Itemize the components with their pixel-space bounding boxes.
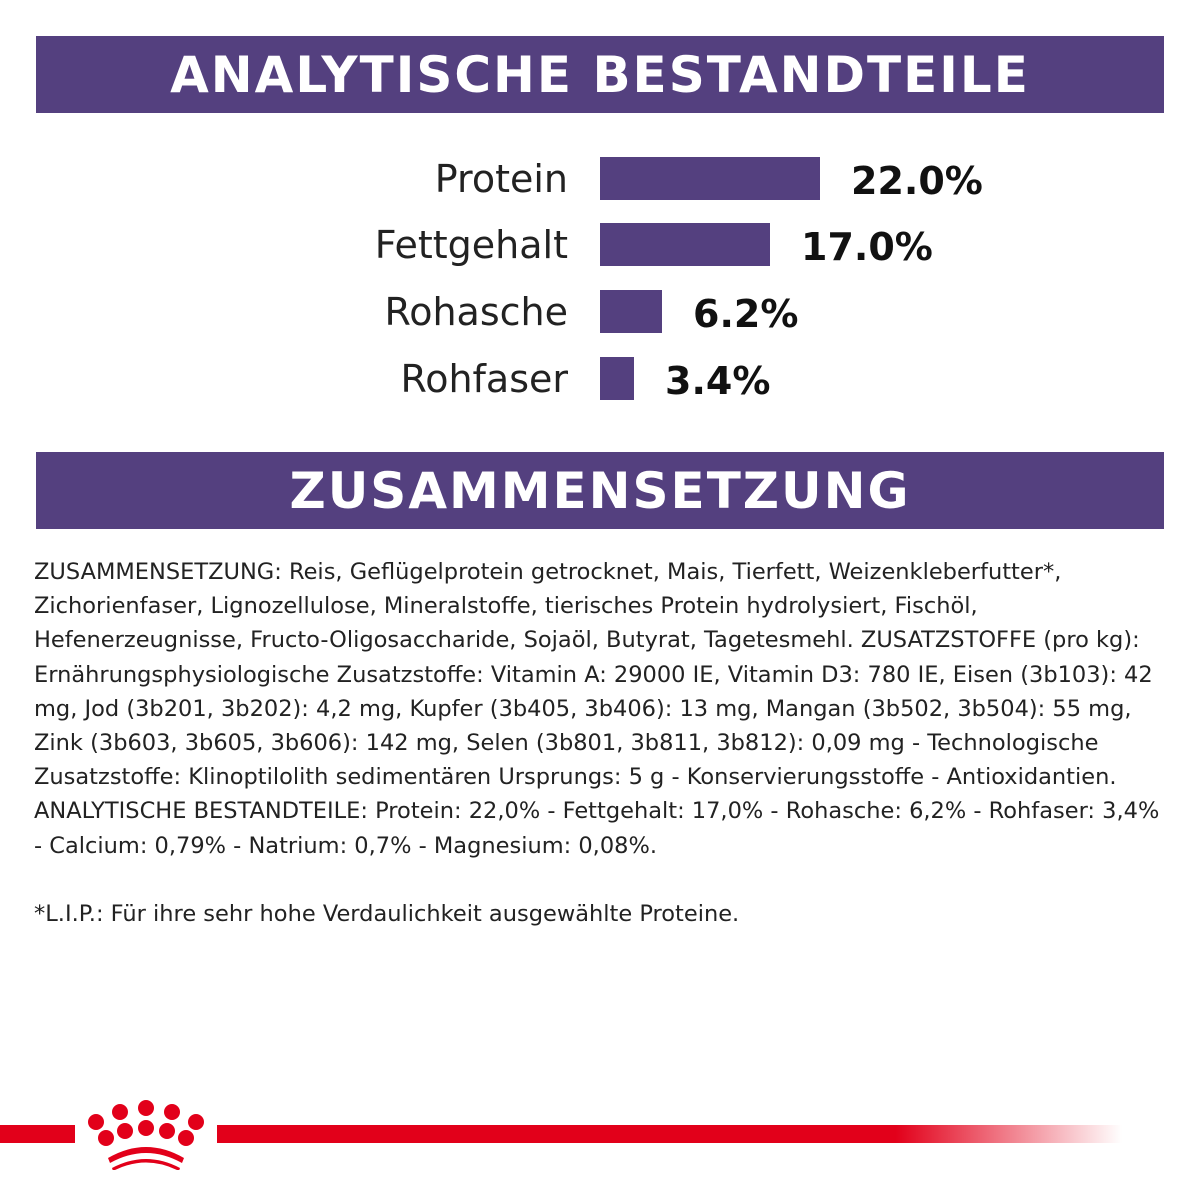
value-label: 17.0%	[801, 225, 933, 269]
analytical-constituents-header: ANALYTISCHE BESTANDTEILE	[36, 36, 1164, 113]
constituents-bar-chart: Protein 22.0% Fettgehalt 17.0% Rohasche 6.2% R…	[375, 157, 983, 403]
crown-icon	[88, 1100, 204, 1170]
composition-section: ZUSAMMENSETZUNG: Reis, Geflügelprotein g…	[34, 555, 1174, 931]
value-label: 6.2%	[693, 292, 798, 336]
bar-protein	[600, 157, 820, 200]
bar-fettgehalt	[600, 223, 770, 266]
bar-rohasche	[600, 290, 662, 333]
logo-line-left	[0, 1125, 75, 1143]
category-label: Rohasche	[385, 290, 568, 334]
royal-canin-crown-logo	[0, 1100, 1122, 1170]
composition-header: ZUSAMMENSETZUNG	[36, 452, 1164, 529]
bar-rohfaser	[600, 357, 634, 400]
logo-line-right	[217, 1125, 1122, 1143]
footnote: *L.I.P.: Für ihre sehr hohe Verdaulichke…	[34, 900, 740, 927]
value-label: 3.4%	[665, 359, 770, 403]
value-label: 22.0%	[851, 159, 983, 203]
category-label: Protein	[435, 157, 568, 201]
category-label: Rohfaser	[401, 357, 569, 401]
category-label: Fettgehalt	[375, 223, 568, 267]
composition-text: ZUSAMMENSETZUNG: Reis, Geflügelprotein g…	[34, 559, 1160, 859]
